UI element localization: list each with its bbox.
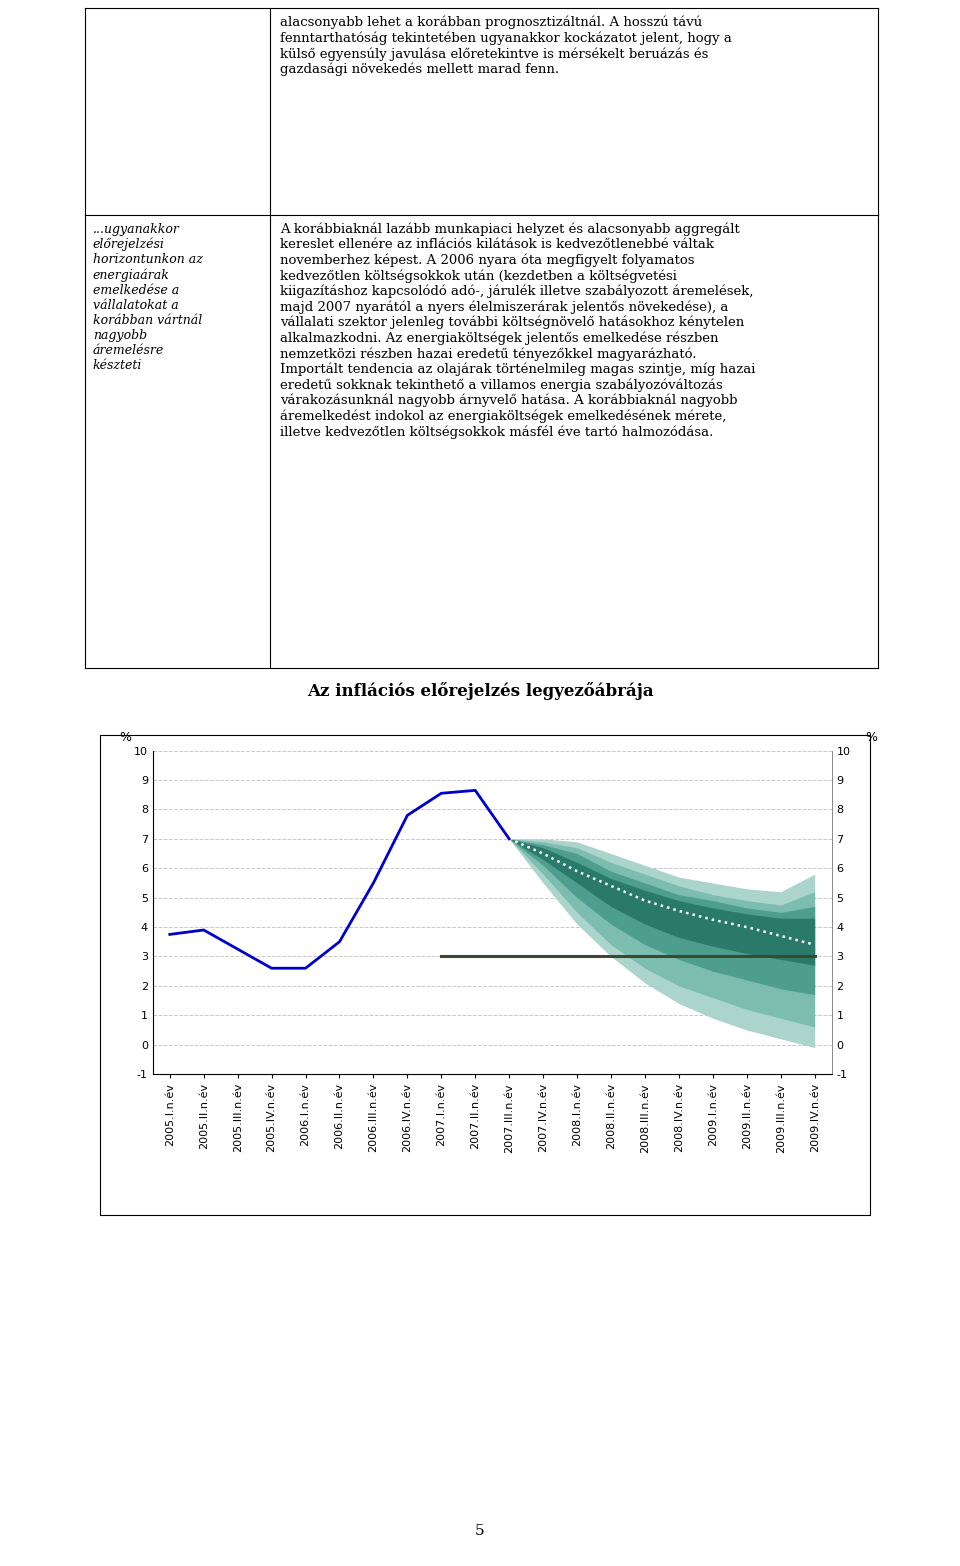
Text: alacsonyabb lehet a korábban prognosztizáltnál. A hosszú távú
fenntarthatóság te: alacsonyabb lehet a korábban prognosztiz…	[279, 16, 732, 77]
Text: 5: 5	[475, 1524, 485, 1538]
Text: ...ugyanakkor
előrejelzési
horizontunkon az
energiaárak
emelkedése a
vállalatoka: ...ugyanakkor előrejelzési horizontunkon…	[93, 222, 203, 373]
Text: %: %	[866, 731, 877, 744]
Text: A korábbiaknál lazább munkapiaci helyzet és alacsonyabb aggregált
kereslet ellen: A korábbiaknál lazább munkapiaci helyzet…	[279, 222, 755, 438]
Text: Az inflációs előrejelzés legyezőábrája: Az inflációs előrejelzés legyezőábrája	[306, 683, 654, 700]
Text: %: %	[119, 731, 131, 744]
